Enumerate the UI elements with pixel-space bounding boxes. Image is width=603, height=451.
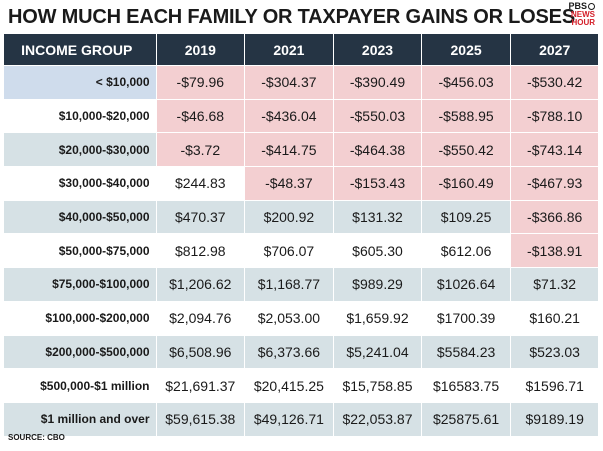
value-cell-2021: -$304.37	[244, 65, 334, 100]
value-cell-2027: -$138.91	[510, 233, 600, 268]
value-cell-2023: $131.32	[333, 199, 423, 234]
value-cell-2019: $59,615.38	[156, 401, 246, 436]
value-cell-2019: $1,206.62	[156, 267, 246, 302]
value-cell-2025: $16583.75	[421, 368, 511, 403]
table-row: $1 million and over $59,615.38 $49,126.71 $…	[4, 401, 600, 436]
gains-losses-table: INCOME GROUP 2019 2021 2023 2025 2027 < $10,0…	[4, 34, 600, 436]
column-header-2027: 2027	[510, 34, 600, 66]
value-cell-2021: -$414.75	[244, 132, 334, 167]
logo-line-3: HOUR	[571, 18, 595, 27]
value-cell-2019: -$46.68	[156, 98, 246, 133]
column-header-2023: 2023	[333, 34, 423, 66]
pbs-newshour-logo: PBS NEWS HOUR	[557, 2, 595, 30]
value-cell-2027: $160.21	[510, 300, 600, 335]
income-group-cell: $100,000-$200,000	[4, 300, 157, 335]
table-row: $75,000-$100,000 $1,206.62 $1,168.77 $989.2…	[4, 267, 600, 302]
value-cell-2027: $9189.19	[510, 401, 600, 436]
column-header-2019: 2019	[156, 34, 246, 66]
column-header-income-group: INCOME GROUP	[4, 34, 157, 66]
value-cell-2025: -$160.49	[421, 166, 511, 201]
column-header-2025: 2025	[421, 34, 511, 66]
table-row: < $10,000 -$79.96 -$304.37 -$390.49 -$456.03…	[4, 65, 600, 100]
income-group-cell: $500,000-$1 million	[4, 368, 157, 403]
logo-line-2: NEWS	[571, 10, 595, 19]
income-group-cell: < $10,000	[4, 65, 157, 100]
value-cell-2025: $5584.23	[421, 334, 511, 369]
table-row: $10,000-$20,000 -$46.68 -$436.04 -$550.03 -$…	[4, 98, 600, 133]
table-row: $200,000-$500,000 $6,508.96 $6,373.66 $5,24…	[4, 334, 600, 369]
value-cell-2023: $22,053.87	[333, 401, 423, 436]
income-group-cell: $10,000-$20,000	[4, 98, 157, 133]
value-cell-2027: $1596.71	[510, 368, 600, 403]
income-group-cell: $200,000-$500,000	[4, 334, 157, 369]
table-row: $40,000-$50,000 $470.37 $200.92 $131.32 $109…	[4, 199, 600, 234]
value-cell-2027: $523.03	[510, 334, 600, 369]
value-cell-2019: $812.98	[156, 233, 246, 268]
value-cell-2019: $244.83	[156, 166, 246, 201]
value-cell-2019: $2,094.76	[156, 300, 246, 335]
value-cell-2021: $706.07	[244, 233, 334, 268]
value-cell-2025: $612.06	[421, 233, 511, 268]
value-cell-2027: -$788.10	[510, 98, 600, 133]
table-row: $30,000-$40,000 $244.83 -$48.37 -$153.43 -$1…	[4, 166, 600, 201]
income-group-cell: $50,000-$75,000	[4, 233, 157, 268]
value-cell-2019: $21,691.37	[156, 368, 246, 403]
value-cell-2027: -$530.42	[510, 65, 600, 100]
value-cell-2023: -$550.03	[333, 98, 423, 133]
value-cell-2023: -$153.43	[333, 166, 423, 201]
value-cell-2023: $605.30	[333, 233, 423, 268]
logo-line-1: PBS	[568, 1, 587, 11]
value-cell-2025: $109.25	[421, 199, 511, 234]
value-cell-2021: $6,373.66	[244, 334, 334, 369]
value-cell-2019: $6,508.96	[156, 334, 246, 369]
value-cell-2027: -$467.93	[510, 166, 600, 201]
value-cell-2027: $71.32	[510, 267, 600, 302]
value-cell-2023: $1,659.92	[333, 300, 423, 335]
source-note: SOURCE: CBO	[8, 433, 65, 442]
value-cell-2025: $25875.61	[421, 401, 511, 436]
value-cell-2025: $1026.64	[421, 267, 511, 302]
value-cell-2025: -$588.95	[421, 98, 511, 133]
table-row: $20,000-$30,000 -$3.72 -$414.75 -$464.38 -$5…	[4, 132, 600, 167]
column-header-2021: 2021	[244, 34, 334, 66]
value-cell-2025: -$456.03	[421, 65, 511, 100]
value-cell-2021: $2,053.00	[244, 300, 334, 335]
income-group-cell: $30,000-$40,000	[4, 166, 157, 201]
pbs-head-icon	[588, 3, 595, 10]
value-cell-2021: $49,126.71	[244, 401, 334, 436]
value-cell-2023: $15,758.85	[333, 368, 423, 403]
value-cell-2021: -$436.04	[244, 98, 334, 133]
value-cell-2021: $200.92	[244, 199, 334, 234]
income-group-cell: $40,000-$50,000	[4, 199, 157, 234]
income-group-cell: $20,000-$30,000	[4, 132, 157, 167]
table-row: $50,000-$75,000 $812.98 $706.07 $605.30 $612…	[4, 233, 600, 268]
value-cell-2023: -$464.38	[333, 132, 423, 167]
value-cell-2021: $20,415.25	[244, 368, 334, 403]
income-group-cell: $75,000-$100,000	[4, 267, 157, 302]
value-cell-2023: $989.29	[333, 267, 423, 302]
table-row: $100,000-$200,000 $2,094.76 $2,053.00 $1,65…	[4, 300, 600, 335]
table-body: < $10,000 -$79.96 -$304.37 -$390.49 -$456.03…	[4, 65, 600, 436]
table-header-row: INCOME GROUP 2019 2021 2023 2025 2027	[4, 34, 600, 66]
value-cell-2027: -$743.14	[510, 132, 600, 167]
value-cell-2025: $1700.39	[421, 300, 511, 335]
value-cell-2019: -$79.96	[156, 65, 246, 100]
value-cell-2027: -$366.86	[510, 199, 600, 234]
chart-title: HOW MUCH EACH FAMILY OR TAXPAYER GAINS O…	[8, 6, 575, 28]
value-cell-2021: $1,168.77	[244, 267, 334, 302]
value-cell-2019: $470.37	[156, 199, 246, 234]
value-cell-2021: -$48.37	[244, 166, 334, 201]
table-row: $500,000-$1 million $21,691.37 $20,415.25 $…	[4, 368, 600, 403]
income-group-cell: $1 million and over	[4, 401, 157, 436]
value-cell-2023: -$390.49	[333, 65, 423, 100]
value-cell-2019: -$3.72	[156, 132, 246, 167]
value-cell-2025: -$550.42	[421, 132, 511, 167]
value-cell-2023: $5,241.04	[333, 334, 423, 369]
